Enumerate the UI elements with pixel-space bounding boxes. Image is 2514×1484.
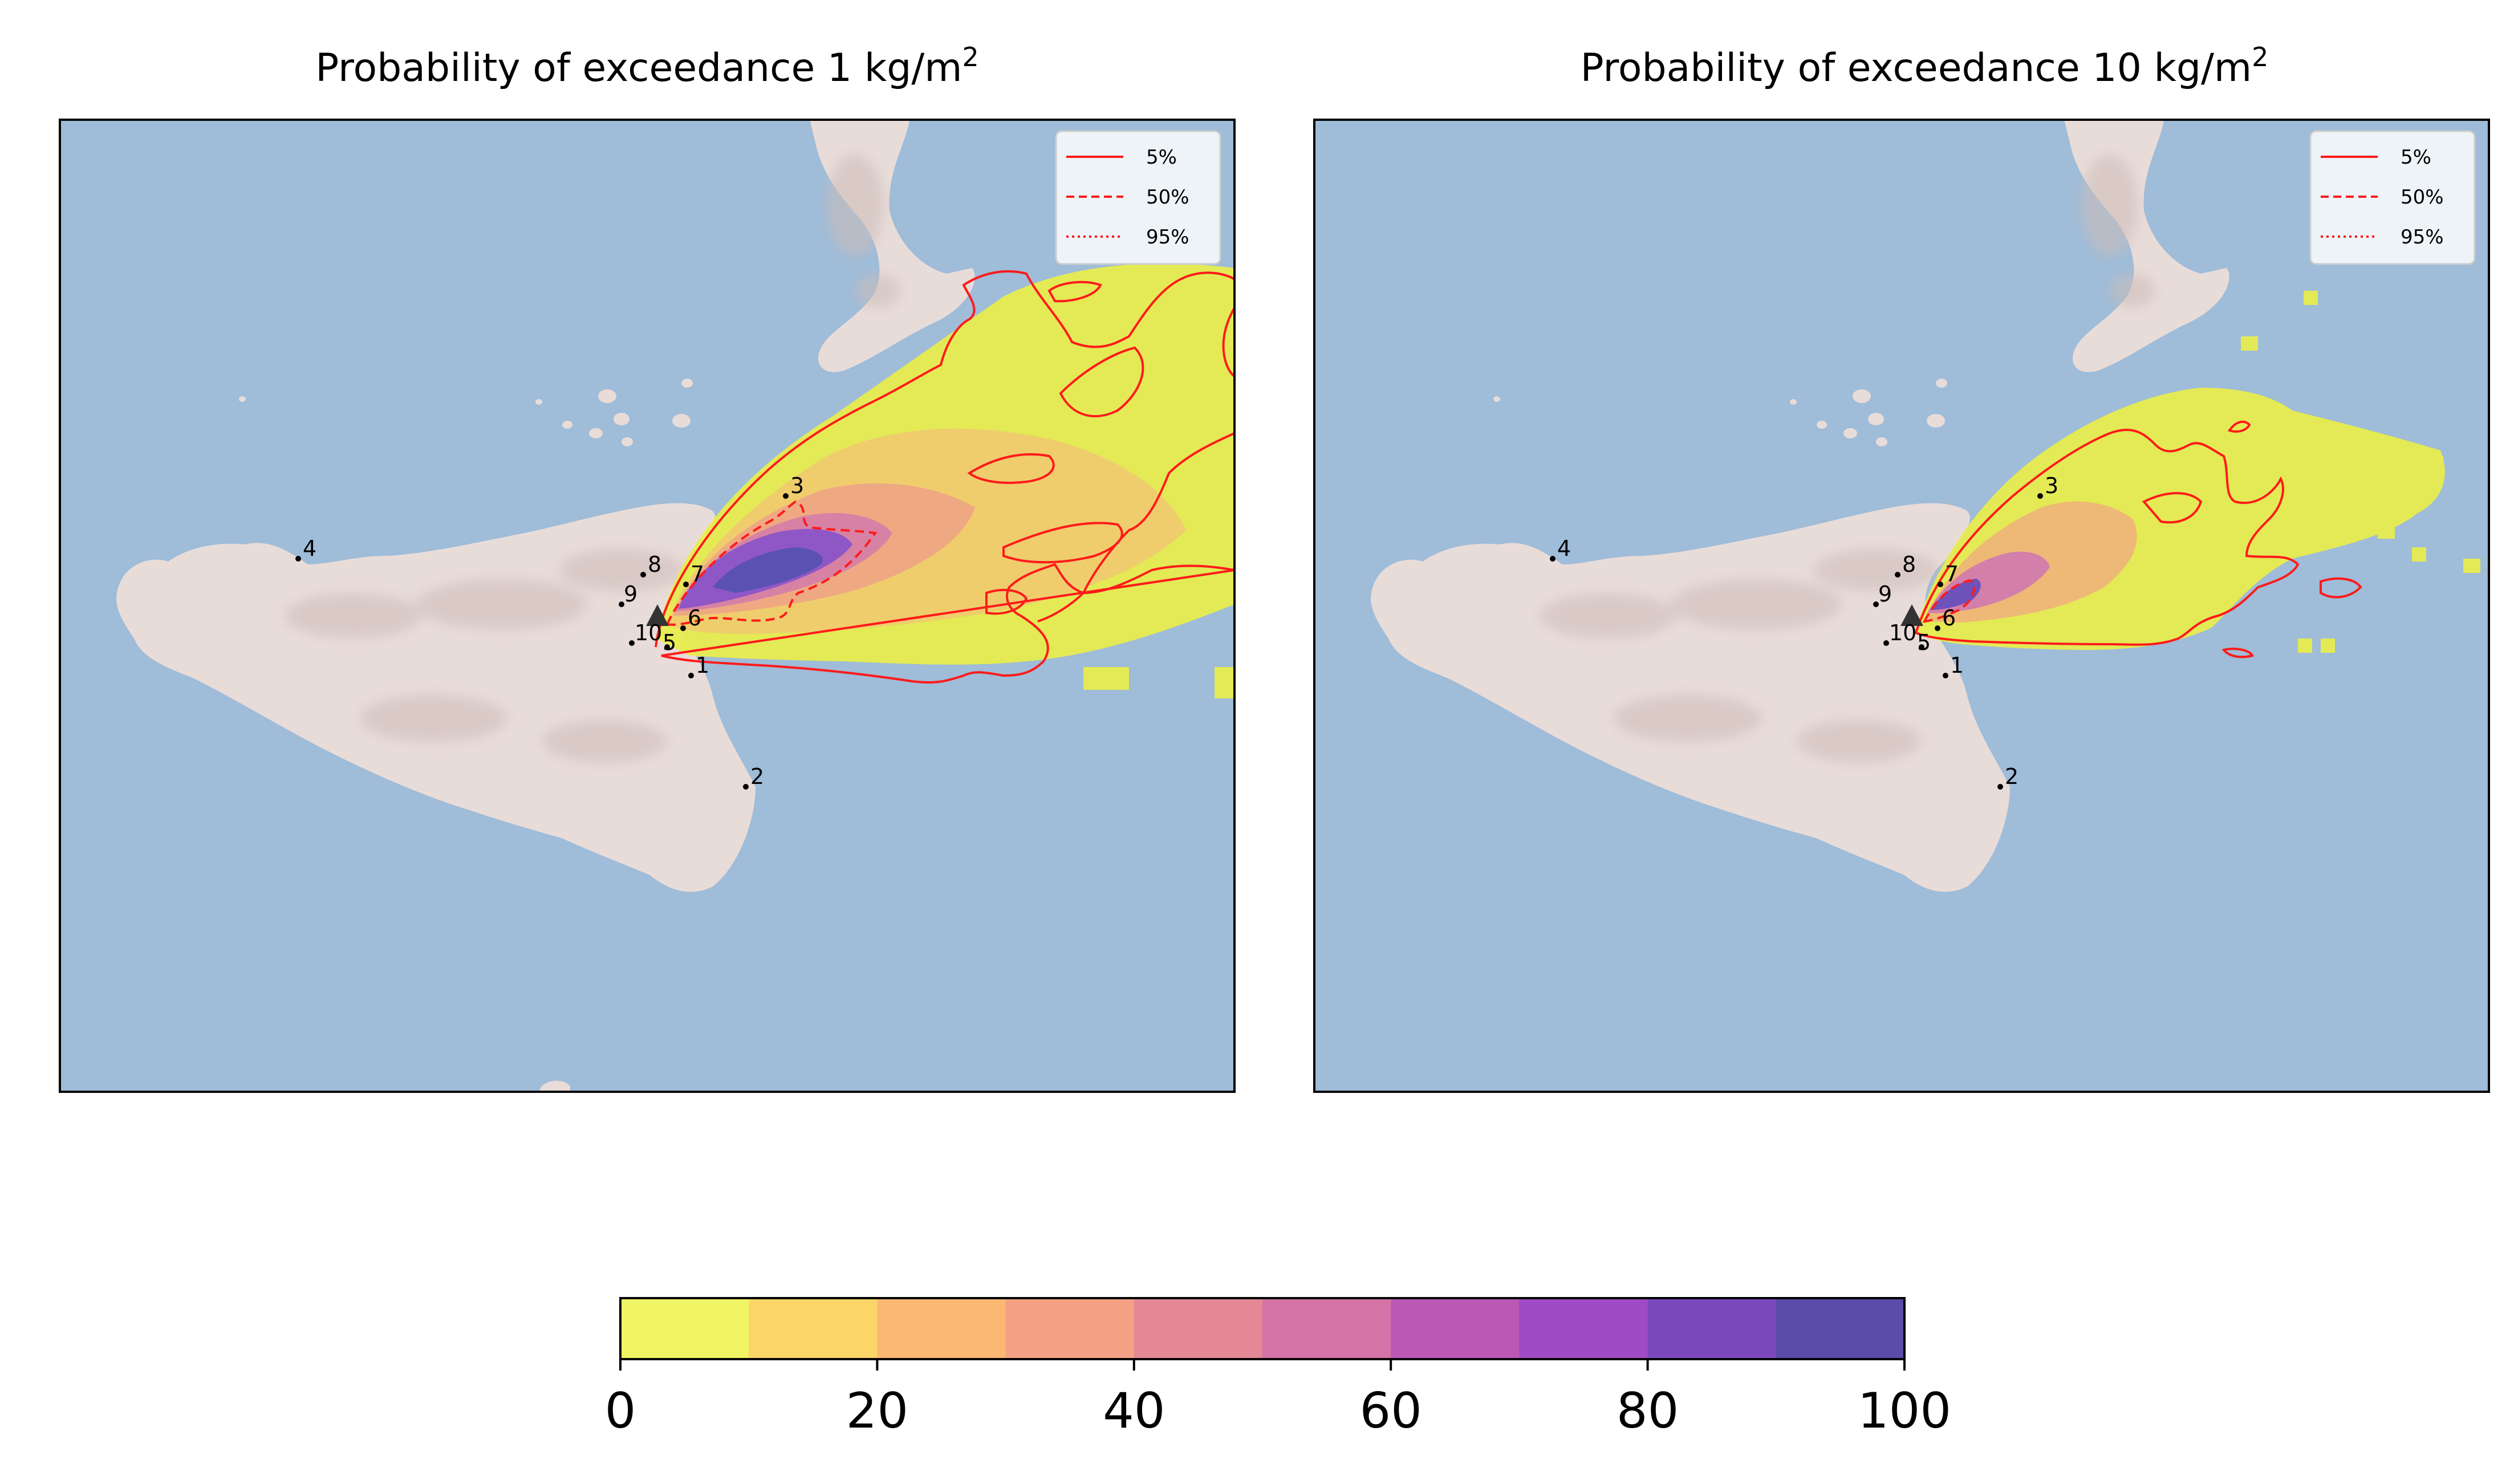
aeolian-islands [239, 379, 693, 446]
colorbar-tick-label: 100 [1858, 1383, 1951, 1440]
legend-panel-2: 5% 50% 95% [2309, 130, 2476, 265]
site-label-3: 3 [2045, 473, 2058, 498]
site-label-3: 3 [790, 473, 804, 498]
colorbar-segment [1005, 1298, 1135, 1359]
colorbar-segment [620, 1298, 749, 1359]
relief-shading [1540, 154, 2155, 763]
colorbar-tick-label: 40 [1103, 1383, 1165, 1440]
panel-1-map-area: 1 2 3 4 5 6 7 8 9 10 [60, 120, 1234, 1092]
legend-panel-1: 5% 50% 95% [1055, 130, 1221, 265]
contour-5pct-east [2320, 577, 2362, 599]
contour-5pct-inner-c [1059, 346, 1144, 417]
site-label-4: 4 [303, 536, 316, 561]
etna-vent-2 [1900, 604, 1923, 626]
panel-2-map-area: 1 2 3 4 5 6 7 8 9 10 [1314, 120, 2489, 1092]
legend-label-50pct: 50% [2401, 186, 2444, 209]
probability-field-2 [1916, 291, 2480, 653]
site-label-4: 4 [1557, 536, 1571, 561]
colorbar-frame [619, 1297, 1906, 1360]
contour-5pct-main [1914, 428, 2300, 646]
panel-1-title: Probability of exceedance 1 kg/m2 [315, 42, 979, 91]
panel-1-frame [59, 119, 1236, 1093]
colorbar-tick-label: 0 [605, 1383, 636, 1440]
site-label-2: 2 [2005, 764, 2018, 789]
map-panel-2[interactable]: Probability of exceedance 10 kg/m2 [1313, 42, 2490, 1093]
colorbar-segment [749, 1298, 878, 1359]
contour-5pct-arm-b [661, 563, 1234, 684]
colorbar-segment [1262, 1298, 1391, 1359]
contour-5pct-inner [2142, 492, 2203, 524]
colorbar-segment [1519, 1298, 1648, 1359]
panel-2-title: Probability of exceedance 10 kg/m2 [1581, 42, 2269, 91]
contour-50pct [1922, 579, 1976, 623]
contour-5pct-inner-d [1002, 522, 1123, 564]
site-label-9: 9 [624, 582, 637, 607]
probability-field-1 [656, 263, 1234, 698]
site-label-6: 6 [688, 605, 701, 631]
site-label-8: 8 [648, 552, 661, 577]
map-panel-1[interactable]: Probability of exceedance 1 kg/m2 [59, 42, 1236, 1093]
site-label-10: 10 [635, 620, 662, 645]
colorbar-segment [1776, 1298, 1905, 1359]
site-label-10: 10 [1889, 620, 1916, 645]
contour-5pct-arm-a [1037, 432, 1234, 623]
colorbar-segment [1391, 1298, 1520, 1359]
site-label-5: 5 [1917, 630, 1931, 655]
colorbar-segment [1134, 1298, 1263, 1359]
legend-label-5pct: 5% [1146, 146, 1177, 169]
site-label-8: 8 [1902, 552, 1916, 577]
site-label-1: 1 [696, 653, 709, 678]
panel-2-frame [1313, 119, 2490, 1093]
legend-label-5pct: 5% [2401, 146, 2431, 169]
site-label-6: 6 [1942, 605, 1956, 631]
site-label-1: 1 [1950, 653, 1964, 678]
contour-5pct-ne [2227, 420, 2251, 433]
site-label-5: 5 [663, 630, 676, 655]
contour-5pct-outer [655, 270, 1234, 648]
site-label-2: 2 [750, 764, 764, 789]
colorbar-tick-label: 80 [1617, 1383, 1679, 1440]
legend-label-95pct: 95% [2401, 226, 2444, 249]
contour-5pct-inner-a [967, 453, 1055, 484]
colorbar-tick-label: 60 [1359, 1383, 1422, 1440]
colorbar-tick-label: 20 [846, 1383, 908, 1440]
contour-5pct-inner-e [985, 588, 1028, 615]
colorbar-segment [877, 1298, 1006, 1359]
contour-50pct [665, 500, 878, 626]
site-label-7: 7 [691, 562, 704, 587]
site-label-7: 7 [1945, 562, 1959, 587]
relief-shading [285, 154, 901, 763]
colorbar: 0 20 40 60 80 100 [605, 1297, 1951, 1440]
legend-label-50pct: 50% [1146, 186, 1189, 209]
colorbar-segment [1647, 1298, 1777, 1359]
contours-panel-1 [655, 270, 1234, 684]
legend-label-95pct: 95% [1146, 226, 1189, 249]
site-label-9: 9 [1878, 582, 1892, 607]
etna-vent-1 [646, 604, 669, 626]
contours-panel-2 [1914, 420, 2362, 658]
contour-5pct-inner-b [1047, 280, 1102, 303]
colorbar-segments [620, 1298, 1905, 1359]
contour-5pct-south [2221, 648, 2254, 658]
aeolian-islands [1493, 379, 1947, 446]
colorbar-ticks: 0 20 40 60 80 100 [605, 1359, 1951, 1440]
south-coast-speck [539, 1080, 570, 1092]
sites-panel-2: 1 2 3 4 5 6 7 8 9 10 [1550, 473, 2058, 790]
sites-panel-1: 1 2 3 4 5 6 7 8 9 10 [295, 473, 804, 790]
